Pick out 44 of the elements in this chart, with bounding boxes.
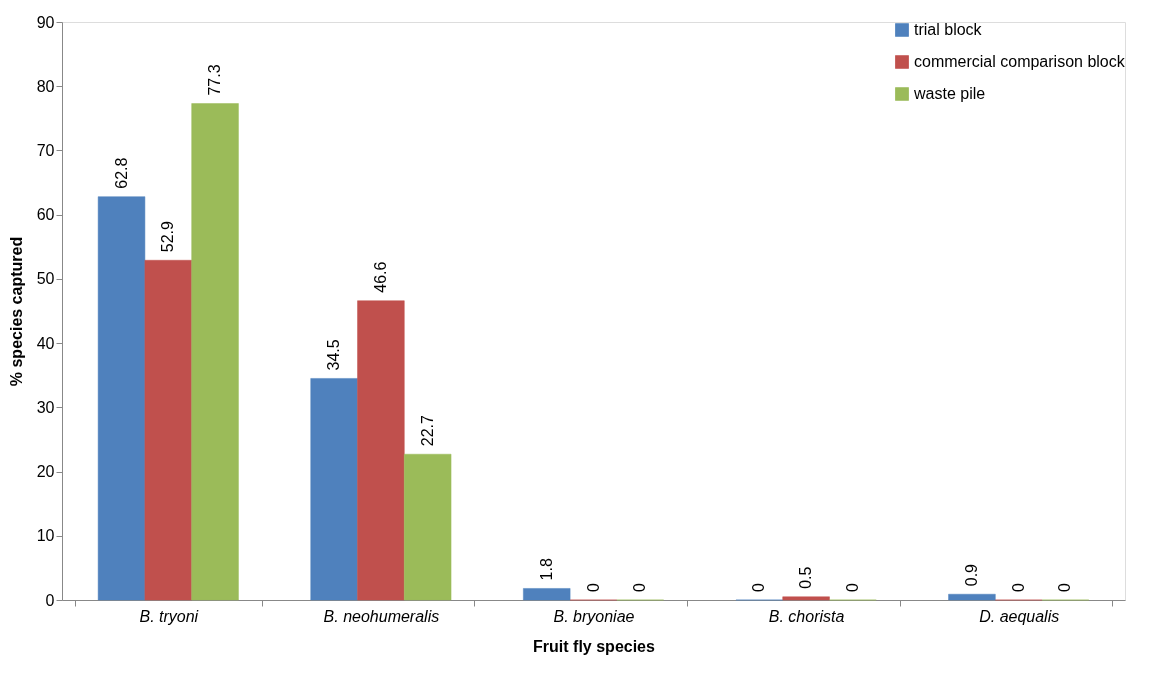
y-tick-label: 90 xyxy=(36,13,55,31)
x-tick-label: B. chorista xyxy=(768,607,845,625)
y-tick-label: 10 xyxy=(36,527,55,545)
data-label: 62.8 xyxy=(112,157,130,189)
data-label: 0 xyxy=(631,583,649,592)
data-label: 1.8 xyxy=(537,558,555,581)
x-tick-label: B. bryoniae xyxy=(553,607,635,625)
data-label: 0 xyxy=(1056,583,1074,592)
data-label: 46.6 xyxy=(371,261,389,293)
data-label: 0.5 xyxy=(797,566,815,589)
y-tick-label: 60 xyxy=(36,206,55,224)
y-tick-label: 0 xyxy=(45,591,55,609)
data-label: 0 xyxy=(1009,583,1027,592)
bar xyxy=(948,593,996,601)
bar xyxy=(782,596,830,601)
data-label: 34.5 xyxy=(325,339,343,371)
bar xyxy=(144,260,192,601)
bar xyxy=(404,453,452,601)
legend-label: commercial comparison block xyxy=(914,53,1126,70)
y-tick-label: 30 xyxy=(36,398,55,416)
bar xyxy=(310,378,358,601)
legend-label: waste pile xyxy=(913,85,986,102)
data-label: 52.9 xyxy=(159,221,177,253)
y-tick-label: 20 xyxy=(36,463,55,481)
bar xyxy=(97,196,146,601)
bar xyxy=(191,103,239,601)
x-tick-label: B. neohumeralis xyxy=(323,607,440,625)
y-tick-label: 70 xyxy=(36,141,55,159)
x-axis-title: Fruit fly species xyxy=(533,637,656,655)
legend-label: trial block xyxy=(914,21,983,38)
data-label: 22.7 xyxy=(418,414,436,447)
y-tick-label: 50 xyxy=(36,270,55,288)
data-label: 0 xyxy=(750,583,768,592)
bar xyxy=(357,300,405,601)
y-axis-title: % species captured xyxy=(7,236,25,387)
data-label: 0 xyxy=(843,583,861,592)
bar xyxy=(523,588,571,601)
x-tick-label: B. tryoni xyxy=(139,607,199,625)
y-tick-label: 40 xyxy=(36,334,55,352)
data-label: 0 xyxy=(584,583,602,592)
x-tick-label: D. aequalis xyxy=(979,607,1060,625)
data-label: 77.3 xyxy=(206,64,224,96)
y-tick-label: 80 xyxy=(36,77,55,95)
data-label: 0.9 xyxy=(962,563,980,587)
